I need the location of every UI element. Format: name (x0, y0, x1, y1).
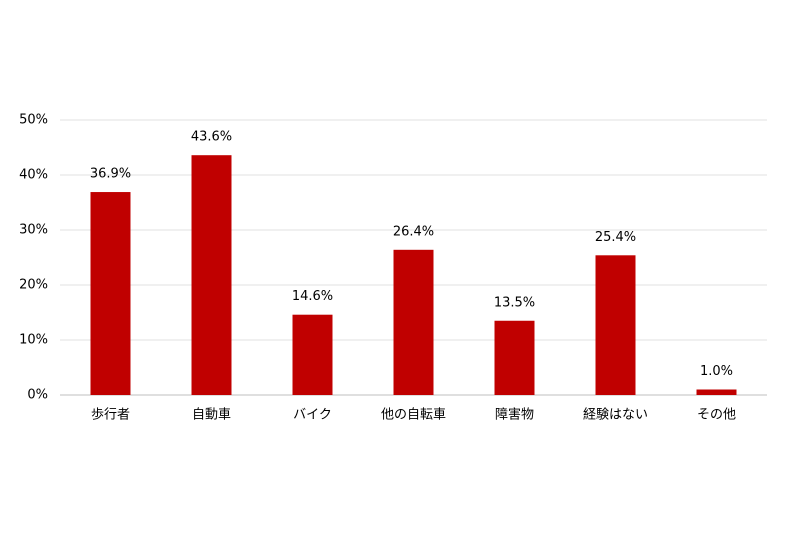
bar (595, 255, 636, 395)
y-tick-label: 20% (19, 278, 48, 293)
bar (90, 192, 131, 395)
value-label: 13.5% (494, 295, 535, 310)
bar (696, 389, 737, 395)
x-tick-label: 他の自転車 (381, 408, 446, 423)
value-label: 1.0% (700, 364, 733, 379)
x-tick-label: 歩行者 (91, 408, 130, 423)
x-tick-label: その他 (697, 408, 736, 423)
value-label: 26.4% (393, 224, 434, 239)
value-label: 43.6% (191, 130, 232, 145)
bar (494, 320, 535, 395)
value-label: 25.4% (595, 230, 636, 245)
bar (191, 155, 232, 395)
y-tick-label: 10% (19, 333, 48, 348)
y-tick-label: 0% (27, 388, 48, 403)
value-label: 14.6% (292, 289, 333, 304)
y-tick-label: 30% (19, 223, 48, 238)
value-label: 36.9% (90, 167, 131, 182)
x-tick-label: 障害物 (495, 407, 534, 423)
y-tick-label: 50% (19, 113, 48, 128)
bar (393, 249, 434, 395)
x-tick-label: 経験はない (583, 408, 648, 423)
x-tick-label: 自動車 (192, 408, 231, 423)
y-tick-label: 40% (19, 168, 48, 183)
bar (292, 314, 333, 395)
x-tick-label: バイク (293, 408, 332, 423)
